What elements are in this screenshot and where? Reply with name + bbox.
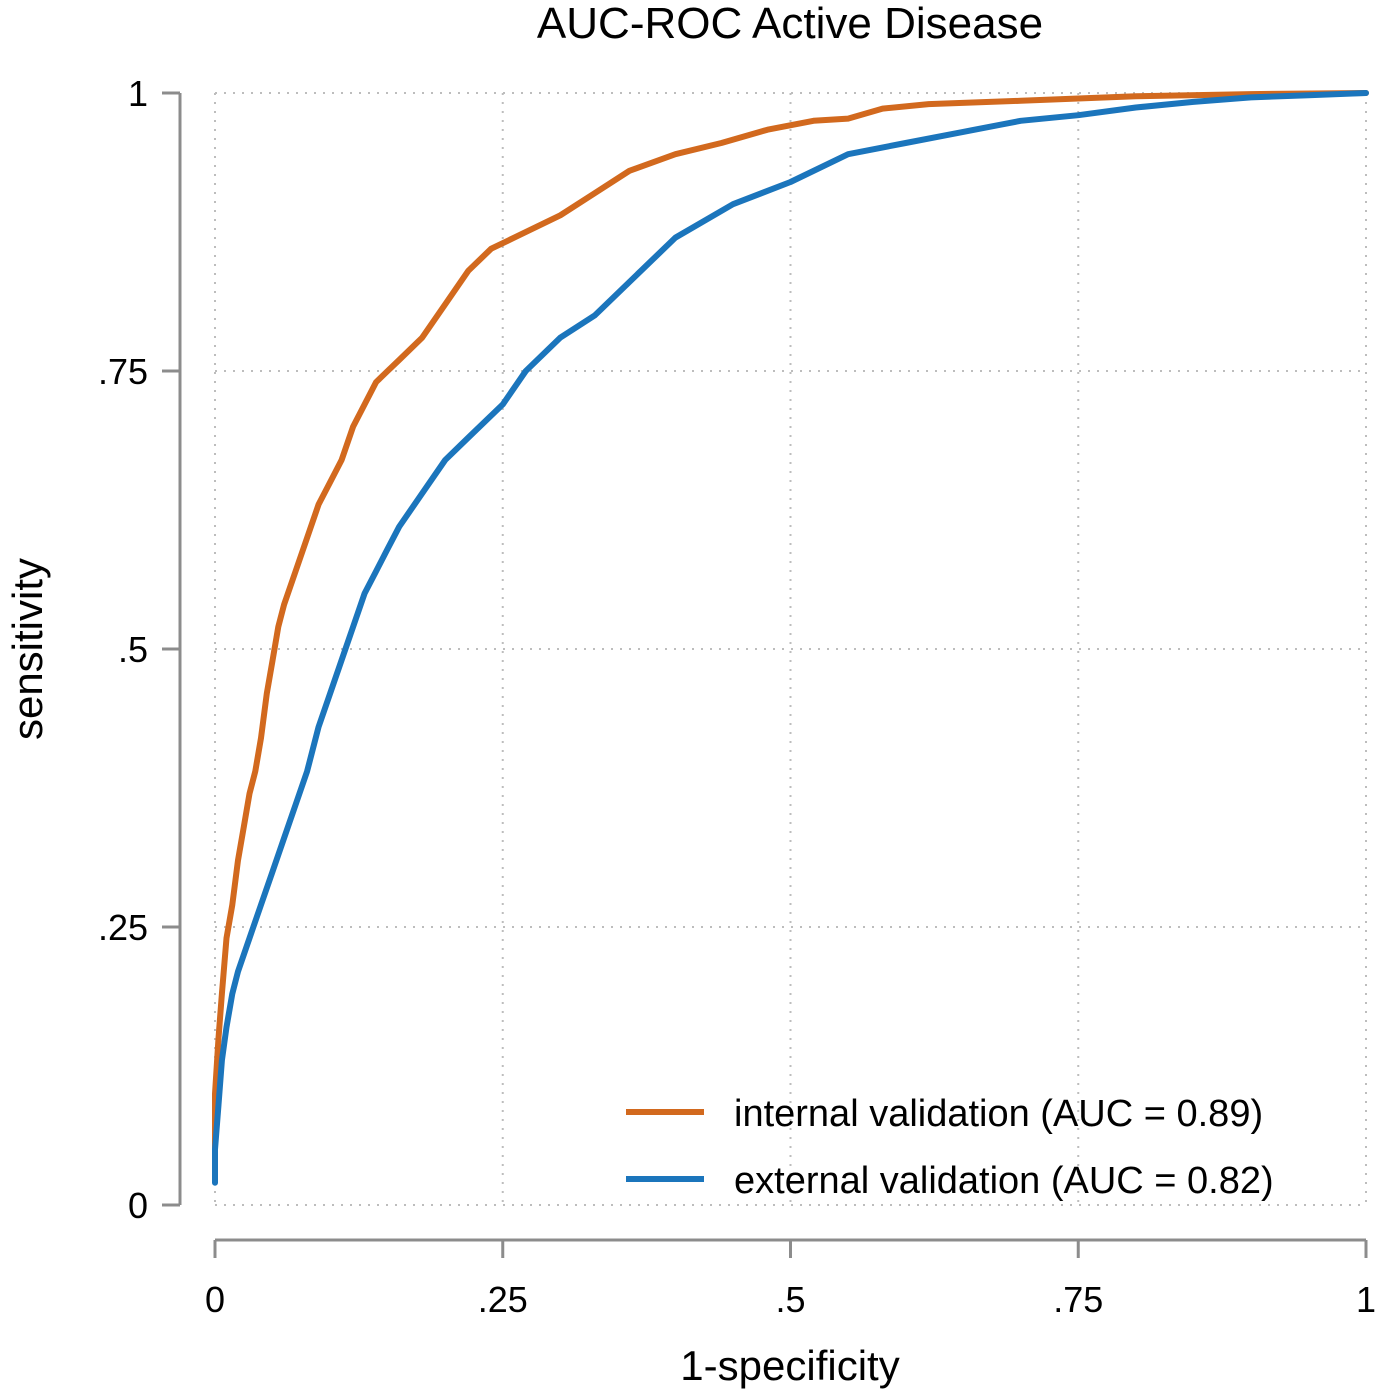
x-tick-label: .5 — [775, 1279, 805, 1320]
y-ticks: 0 .25 .5 .75 1 — [98, 73, 180, 1226]
x-tick-label: .25 — [478, 1279, 528, 1320]
x-tick-label: .75 — [1053, 1279, 1103, 1320]
x-tick-label: 0 — [205, 1279, 225, 1320]
y-axis-title: sensitivity — [4, 558, 51, 740]
x-axis-title: 1-specificity — [680, 1342, 899, 1389]
legend-label-internal: internal validation (AUC = 0.89) — [734, 1093, 1263, 1135]
y-tick-label: .5 — [118, 629, 148, 670]
axes — [178, 93, 1366, 1242]
legend-label-external: external validation (AUC = 0.82) — [734, 1160, 1274, 1202]
x-ticks: 0 .25 .5 .75 1 — [205, 1240, 1376, 1320]
y-tick-label: 1 — [128, 73, 148, 114]
chart-title: AUC-ROC Active Disease — [537, 0, 1043, 48]
series-lines — [212, 90, 1369, 1186]
x-tick-label: 1 — [1356, 1279, 1376, 1320]
series-line-external — [212, 90, 1369, 1186]
y-tick-label: .25 — [98, 907, 148, 948]
y-tick-label: .75 — [98, 351, 148, 392]
series-line-internal — [212, 90, 1369, 1153]
y-tick-label: 0 — [128, 1185, 148, 1226]
legend: internal validation (AUC = 0.89) externa… — [626, 1093, 1274, 1202]
grid — [214, 92, 1367, 1206]
